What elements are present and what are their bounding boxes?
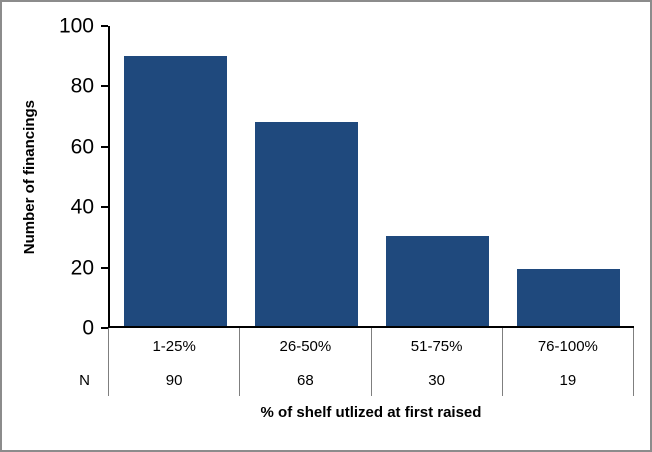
bar-slot [372,26,503,326]
n-value: 30 [370,364,502,396]
y-tick-mark [101,145,108,148]
bar [517,269,620,326]
y-tick-label: 80 [70,74,94,98]
y-tick-mark [101,327,108,329]
x-category-label: 76-100% [501,328,634,364]
n-value: 19 [501,364,634,396]
n-row-label: N [79,371,90,389]
y-tick-label: 40 [70,195,94,219]
y-tick-mark [101,206,108,209]
x-axis-category-row: 1-25% 26-50% 51-75% 76-100% [108,328,634,364]
x-category-label: 26-50% [239,328,370,364]
y-tick-mark [101,25,108,27]
bar-slot [503,26,634,326]
n-value: 68 [239,364,370,396]
bar-chart: Number of financings 100 80 60 40 20 0 1… [12,16,634,442]
x-axis-title: % of shelf utlized at first raised [260,404,482,421]
y-tick-label: 0 [82,316,94,340]
bar-slot [110,26,241,326]
y-tick-mark [101,85,108,88]
y-axis: 100 80 60 40 20 0 [46,16,108,339]
bar-slot [241,26,372,326]
bar [386,236,489,326]
y-tick-label: 60 [70,135,94,159]
y-tick-label: 100 [58,14,94,38]
y-tick-label: 20 [70,256,94,280]
x-category-label: 1-25% [108,328,239,364]
x-category-label: 51-75% [370,328,502,364]
plot-area [108,26,634,328]
bar [255,122,358,326]
y-axis-title: Number of financings [20,99,38,255]
y-tick-mark [101,266,108,269]
bar [124,56,227,326]
n-value: 90 [108,364,239,396]
n-value-row: 90 68 30 19 [108,364,634,396]
